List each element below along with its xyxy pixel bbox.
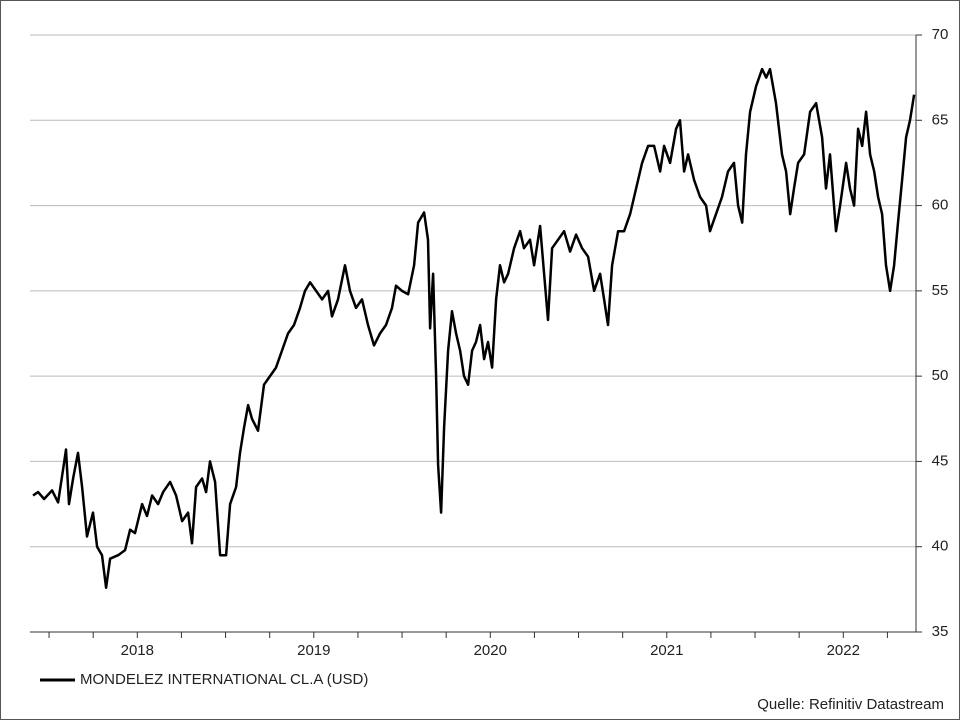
price-line xyxy=(32,67,916,589)
y-tick-label: 70 xyxy=(932,26,949,43)
source: Quelle: Refinitiv Datastream xyxy=(757,696,944,713)
x-tick-label: 2020 xyxy=(474,642,507,659)
y-tick-label: 45 xyxy=(932,452,949,469)
y-tick-label: 40 xyxy=(932,538,949,555)
x-tick-label: 2021 xyxy=(650,642,683,659)
y-tick-label: 60 xyxy=(932,197,949,214)
legend-label: MONDELEZ INTERNATIONAL CL.A (USD) xyxy=(80,671,368,688)
y-tick-label: 35 xyxy=(932,623,949,640)
x-tick-label: 2018 xyxy=(121,642,154,659)
y-tick-label: 50 xyxy=(932,367,949,384)
y-tick-label: 65 xyxy=(932,111,949,128)
x-tick-label: 2019 xyxy=(297,642,330,659)
x-tick-label: 2022 xyxy=(827,642,860,659)
y-tick-label: 55 xyxy=(932,282,949,299)
